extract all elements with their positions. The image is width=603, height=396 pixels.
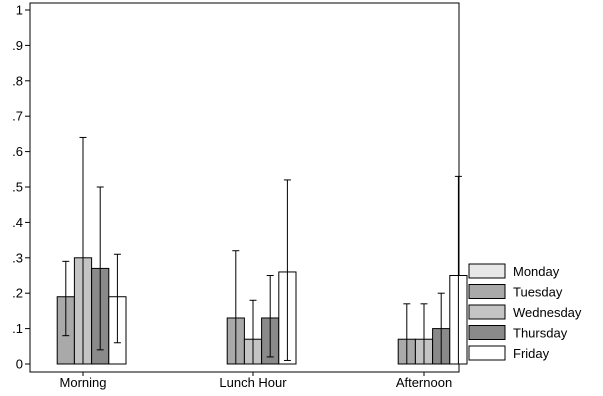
y-tick-label: 0 — [16, 357, 23, 372]
y-tick-label: 1 — [16, 3, 23, 18]
y-tick-label: .1 — [12, 321, 23, 336]
bars — [56, 257, 468, 365]
x-axis-labels: Morning Lunch Hour Afternoon — [60, 372, 452, 390]
y-tick-label: .7 — [12, 109, 23, 124]
category-label: Afternoon — [396, 375, 452, 390]
y-tick-label: .4 — [12, 215, 23, 230]
y-tick-label: .3 — [12, 250, 23, 265]
legend-swatch-friday — [468, 345, 506, 361]
legend-swatch-monday — [468, 263, 506, 279]
legend: Monday Tuesday Wednesday Thursday Friday — [468, 263, 582, 361]
error-bars — [62, 136, 462, 364]
legend-swatch-thursday — [468, 325, 506, 340]
y-tick-label: .9 — [12, 38, 23, 53]
category-label: Morning — [60, 375, 107, 390]
y-tick-label: .8 — [12, 73, 23, 88]
legend-label-thursday: Thursday — [513, 326, 568, 341]
legend-label-monday: Monday — [513, 264, 560, 279]
y-tick-label: .2 — [12, 286, 23, 301]
y-tick-label: .6 — [12, 144, 23, 159]
legend-label-tuesday: Tuesday — [513, 285, 563, 300]
legend-label-friday: Friday — [513, 346, 550, 361]
legend-swatch-tuesday — [468, 284, 506, 299]
y-tick-label: .5 — [12, 180, 23, 195]
category-label: Lunch Hour — [219, 375, 287, 390]
y-axis: 0 .1 .2 .3 .4 .5 .6 .7 .8 .9 1 — [12, 3, 30, 372]
legend-label-wednesday: Wednesday — [513, 305, 582, 320]
legend-swatch-wednesday — [468, 304, 506, 320]
